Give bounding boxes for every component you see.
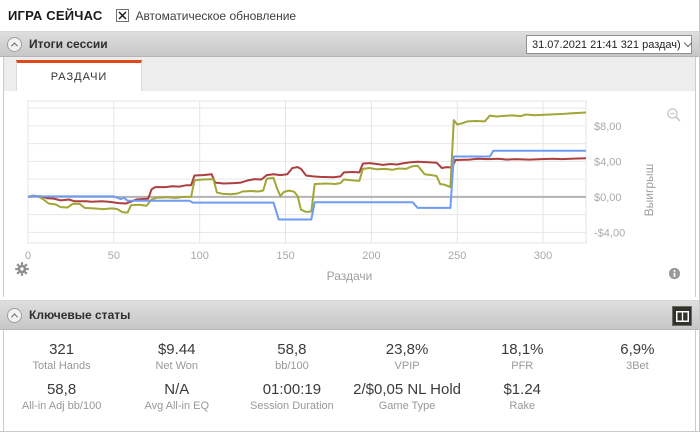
session-panel-title: Итоги сессии (29, 37, 108, 51)
stat-cell: $9.44 Net Won (119, 341, 234, 372)
winnings-chart: 0 50 100 150 200 250 300 $8,00 $4,00 $0,00 -$4,00 … (4, 97, 695, 303)
stat-label: PFR (511, 360, 534, 372)
x-tick-label: 150 (276, 250, 294, 262)
stat-label: Rake (509, 400, 536, 412)
checkmark-x-icon (118, 11, 127, 20)
stat-value: 58,8 (46, 381, 77, 398)
page-title: ИГРА СЕЙЧАС (8, 8, 103, 23)
stat-cell: 58,8 All-in Adj bb/100 (4, 381, 119, 412)
session-select[interactable]: 31.07.2021 21:41 321 раздач) (526, 35, 692, 54)
stat-label: 3Bet (626, 360, 649, 372)
stat-label: Game Type (378, 400, 436, 412)
stat-cell: 58,8 bb/100 (234, 341, 349, 372)
chevron-up-icon (10, 41, 19, 49)
stat-cell: $1.24 Rake (465, 381, 580, 412)
stat-value: 6,9% (620, 341, 655, 358)
stats-panel-title: Ключевые статы (29, 308, 131, 322)
stat-label: bb/100 (275, 360, 309, 372)
y-tick-label: $8,00 (594, 121, 622, 133)
stat-cell: 321 Total Hands (4, 341, 119, 372)
popout-layout-button[interactable] (672, 306, 692, 326)
session-panel-header: Итоги сессии 31.07.2021 21:41 321 раздач… (0, 31, 699, 57)
session-panel-body: РАЗДАЧИ 0 50 100 150 200 250 300 $8,00 $4,00 $0,0… (3, 57, 696, 303)
stat-cell: N/A Avg All-in EQ (119, 381, 234, 412)
auto-update-checkbox[interactable]: Автоматическое обновление (116, 9, 296, 23)
auto-update-label: Автоматическое обновление (135, 8, 297, 23)
zoom-out-icon[interactable] (666, 107, 683, 124)
stat-value: 01:00:19 (262, 381, 322, 398)
collapse-session-button[interactable] (7, 36, 22, 52)
y-tick-label: -$4,00 (594, 227, 625, 239)
info-icon[interactable] (668, 267, 681, 280)
stat-label: Total Hands (32, 360, 91, 372)
stat-value: 18,1% (500, 341, 544, 358)
x-tick-label: 0 (25, 250, 31, 262)
stat-label: Net Won (155, 360, 199, 372)
chevron-up-icon (10, 312, 19, 320)
stat-cell: 23,8% VPIP (349, 341, 464, 372)
stat-label: All-in Adj bb/100 (21, 400, 102, 412)
stats-panel-body: 321 Total Hands $9.44 Net Won 58,8 bb/100 23,8… (3, 330, 696, 431)
stats-panel-header: Ключевые статы (0, 300, 699, 330)
x-axis-title: Раздачи (326, 269, 373, 283)
y-axis-title: Выигрыш (642, 163, 656, 217)
tab-strip: РАЗДАЧИ (4, 57, 695, 91)
x-tick-label: 200 (362, 250, 380, 262)
stat-cell (580, 381, 695, 412)
stat-value: N/A (164, 381, 190, 398)
stat-label: Session Duration (250, 400, 334, 412)
stat-value: 23,8% (385, 341, 429, 358)
stat-cell: 18,1% PFR (465, 341, 580, 372)
x-tick-label: 250 (448, 250, 466, 262)
x-tick-label: 50 (108, 250, 120, 262)
window-grid-icon (675, 310, 689, 322)
stat-label: Avg All-in EQ (144, 400, 210, 412)
stat-cell: 2/$0,05 NL Hold Game Type (349, 381, 464, 412)
x-tick-label: 100 (191, 250, 209, 262)
settings-gear-icon[interactable] (14, 261, 30, 277)
stat-cell: 6,9% 3Bet (580, 341, 695, 372)
stat-value: 321 (49, 341, 75, 358)
plot-border (27, 100, 587, 244)
stat-label: VPIP (394, 360, 420, 372)
stat-value: $1.24 (503, 381, 542, 398)
stat-cell: 01:00:19 Session Duration (234, 381, 349, 412)
y-tick-label: $4,00 (594, 156, 622, 168)
tab-hands[interactable]: РАЗДАЧИ (16, 60, 142, 91)
y-tick-label: $0,00 (594, 192, 622, 204)
top-bar: ИГРА СЕЙЧАС Автоматическое обновление (0, 0, 699, 31)
chevron-down-icon (683, 38, 692, 48)
series-olive-line (27, 111, 587, 214)
x-tick-label: 300 (534, 250, 552, 262)
tab-hands-label: РАЗДАЧИ (50, 71, 108, 83)
series-blue-line (27, 149, 586, 221)
stat-value: $9.44 (157, 341, 196, 358)
winnings-chart-plot[interactable]: 0 50 100 150 200 250 300 $8,00 $4,00 $0,00 -$4,00 (12, 97, 660, 263)
checkbox-box[interactable] (116, 9, 130, 22)
stat-value: 58,8 (277, 341, 307, 358)
collapse-stats-button[interactable] (7, 307, 22, 323)
stat-value: 2/$0,05 NL Hold (353, 381, 461, 398)
session-select-value: 31.07.2021 21:41 321 раздач) (532, 38, 681, 51)
